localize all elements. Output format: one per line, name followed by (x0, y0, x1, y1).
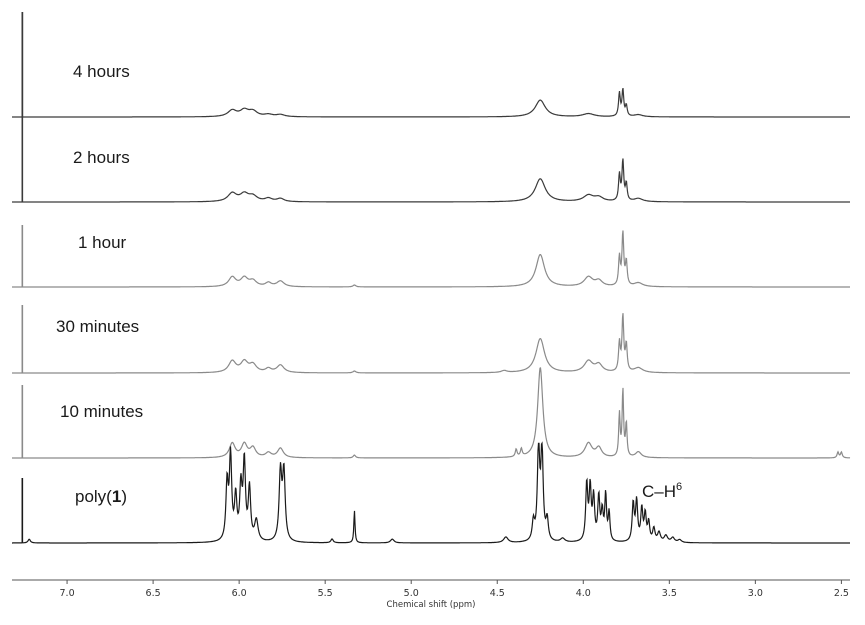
spectrum-trace-4 (12, 313, 850, 374)
spectrum-trace-6 (12, 441, 850, 544)
x-axis: 7.0 6.5 6.0 5.5 5.0 4.5 4.0 3.5 3.0 2.5 Chemical … (12, 579, 850, 610)
ch6-annotation: C–H6 (642, 481, 682, 501)
spectrum-trace-5 (12, 367, 851, 459)
x-tick-label: 2.5 (834, 588, 849, 599)
x-tick-label: 6.5 (146, 588, 161, 599)
x-tick-label: 5.5 (318, 588, 333, 599)
trace-label-text: 4 hours (73, 62, 130, 81)
trace-labels: 4 hours 2 hours 1 hour 30 minutes 10 minutes… (56, 62, 143, 506)
x-tick-label: 4.0 (576, 588, 591, 599)
annotation-main-text: C–H (642, 482, 676, 501)
trace-label-suffix: ) (121, 487, 127, 506)
spectrum-trace-1 (12, 87, 850, 118)
spectrum-trace-2 (12, 158, 850, 203)
trace-label-text: poly( (75, 487, 112, 506)
x-tick-label: 3.5 (662, 588, 677, 599)
trace-label-bold-number: 1 (112, 487, 121, 506)
x-tick-label: 7.0 (60, 588, 75, 599)
x-axis-title: Chemical shift (ppm) (387, 600, 476, 610)
spectra-traces (12, 12, 851, 544)
trace-label-text: 2 hours (73, 148, 130, 167)
trace-label-4: 30 minutes (56, 317, 139, 336)
x-tick-label: 6.0 (232, 588, 247, 599)
trace-label-6: poly(1) (75, 487, 127, 506)
trace-label-5: 10 minutes (60, 402, 143, 421)
trace-label-2: 2 hours (73, 148, 130, 167)
annotation-ch6: C–H6 (642, 481, 682, 501)
x-axis-ticks: 7.0 6.5 6.0 5.5 5.0 4.5 4.0 3.5 3.0 2.5 (60, 580, 849, 599)
annotation-superscript: 6 (676, 481, 682, 493)
trace-label-3: 1 hour (78, 233, 127, 252)
trace-label-text: 10 minutes (60, 402, 143, 421)
x-tick-label: 3.0 (748, 588, 763, 599)
trace-label-1: 4 hours (73, 62, 130, 81)
spectrum-trace-3 (12, 230, 850, 288)
trace-label-text: 1 hour (78, 233, 127, 252)
x-tick-label: 4.5 (490, 588, 505, 599)
x-tick-label: 5.0 (404, 588, 419, 599)
trace-label-text: 30 minutes (56, 317, 139, 336)
